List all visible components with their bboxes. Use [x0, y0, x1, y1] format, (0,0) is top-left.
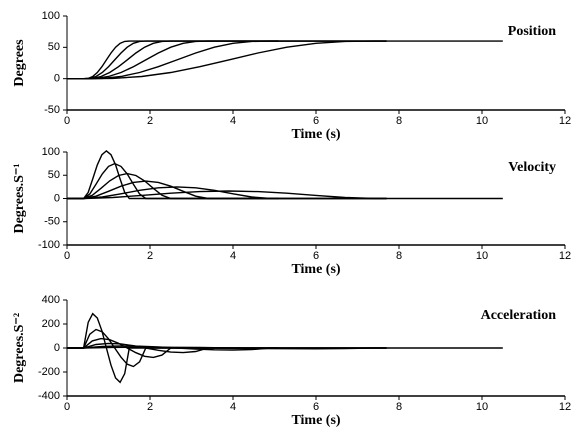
annotation: Position: [508, 24, 556, 39]
x-tick-label: 0: [64, 401, 70, 413]
x-tick-label: 2: [147, 401, 153, 413]
data-line: [67, 180, 387, 200]
x-tick-label: 8: [396, 115, 402, 127]
x-tick-label: 8: [396, 401, 402, 413]
y-tick-label: 50: [48, 169, 60, 181]
x-tick-label: 2: [147, 115, 153, 127]
x-tick-label: 6: [313, 401, 319, 413]
annotation: Velocity: [508, 160, 556, 175]
x-tick-label: 10: [476, 250, 488, 262]
data-line: [67, 162, 279, 200]
data-line: [67, 40, 503, 80]
x-tick-label: 6: [313, 250, 319, 262]
x-tick-label: 12: [559, 250, 571, 262]
data-line: [67, 337, 387, 359]
x-tick-label: 8: [396, 250, 402, 262]
x-axis-label: Time (s): [291, 127, 340, 142]
y-tick-label: -100: [38, 239, 60, 251]
x-axis-label: Time (s): [291, 262, 340, 277]
y-tick-label: 200: [42, 318, 60, 330]
x-tick-label: 12: [559, 115, 571, 127]
x-tick-label: 2: [147, 250, 153, 262]
y-axis-label: Degrees.S⁻²: [12, 313, 27, 383]
data-line: [67, 172, 387, 200]
x-tick-label: 12: [559, 401, 571, 413]
y-tick-label: 0: [54, 342, 60, 354]
y-tick-label: 400: [42, 294, 60, 306]
y-tick-label: 50: [48, 41, 60, 53]
y-tick-label: 100: [42, 146, 60, 158]
y-tick-label: -200: [38, 366, 60, 378]
y-tick-label: -400: [38, 390, 60, 402]
data-line: [67, 190, 503, 200]
x-tick-label: 4: [230, 401, 236, 413]
y-tick-label: -50: [44, 216, 60, 228]
data-line: [67, 346, 503, 350]
x-tick-label: 0: [64, 250, 70, 262]
data-line: [67, 342, 387, 354]
x-tick-label: 10: [476, 401, 488, 413]
y-axis-label: Degrees: [12, 39, 27, 87]
x-axis-label: Time (s): [291, 413, 340, 428]
y-axis-label: Degrees.S⁻¹: [12, 163, 27, 233]
annotation: Acceleration: [481, 308, 557, 323]
x-tick-label: 6: [313, 115, 319, 127]
data-line: [67, 186, 387, 200]
y-tick-label: -50: [44, 104, 60, 116]
y-tick-label: 0: [54, 192, 60, 204]
x-tick-label: 4: [230, 250, 236, 262]
x-tick-label: 0: [64, 115, 70, 127]
y-tick-label: 100: [42, 10, 60, 22]
y-tick-label: 0: [54, 73, 60, 85]
x-tick-label: 10: [476, 115, 488, 127]
x-tick-label: 4: [230, 115, 236, 127]
